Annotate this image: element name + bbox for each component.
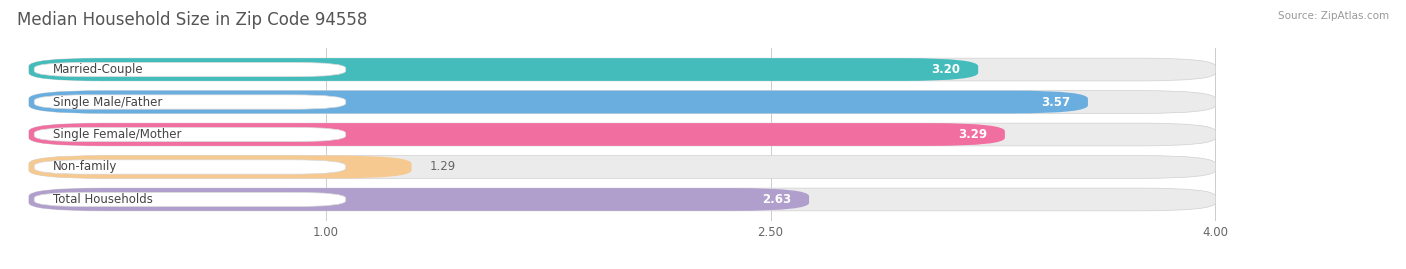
FancyBboxPatch shape (34, 62, 346, 77)
FancyBboxPatch shape (34, 160, 346, 174)
Text: Source: ZipAtlas.com: Source: ZipAtlas.com (1278, 11, 1389, 21)
FancyBboxPatch shape (30, 155, 1216, 178)
FancyBboxPatch shape (34, 192, 346, 207)
FancyBboxPatch shape (30, 91, 1088, 114)
FancyBboxPatch shape (30, 58, 1216, 81)
Text: Single Male/Father: Single Male/Father (52, 95, 162, 108)
Text: Single Female/Mother: Single Female/Mother (52, 128, 181, 141)
FancyBboxPatch shape (30, 123, 1216, 146)
FancyBboxPatch shape (34, 127, 346, 142)
Text: 2.63: 2.63 (762, 193, 792, 206)
FancyBboxPatch shape (30, 123, 1005, 146)
FancyBboxPatch shape (30, 188, 808, 211)
Text: Non-family: Non-family (52, 161, 117, 174)
FancyBboxPatch shape (30, 188, 1216, 211)
Text: Median Household Size in Zip Code 94558: Median Household Size in Zip Code 94558 (17, 11, 367, 29)
Text: Total Households: Total Households (52, 193, 152, 206)
Text: 3.20: 3.20 (931, 63, 960, 76)
FancyBboxPatch shape (30, 58, 979, 81)
Text: 1.29: 1.29 (429, 161, 456, 174)
Text: 3.29: 3.29 (957, 128, 987, 141)
Text: 3.57: 3.57 (1040, 95, 1070, 108)
FancyBboxPatch shape (30, 155, 412, 178)
FancyBboxPatch shape (30, 91, 1216, 114)
Text: Married-Couple: Married-Couple (52, 63, 143, 76)
FancyBboxPatch shape (34, 95, 346, 109)
